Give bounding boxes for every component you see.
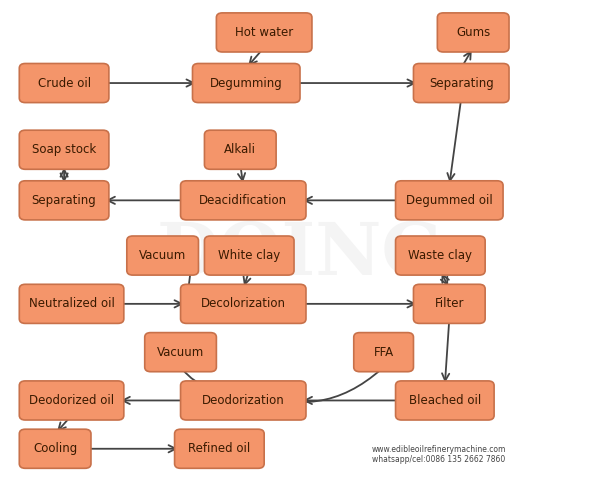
FancyBboxPatch shape <box>217 13 312 52</box>
FancyBboxPatch shape <box>395 381 494 420</box>
FancyBboxPatch shape <box>181 284 306 323</box>
Text: Filter: Filter <box>434 297 464 310</box>
FancyBboxPatch shape <box>395 181 503 220</box>
Text: Refined oil: Refined oil <box>188 442 251 455</box>
FancyBboxPatch shape <box>193 63 300 102</box>
FancyBboxPatch shape <box>145 333 217 372</box>
Text: Vacuum: Vacuum <box>157 346 204 359</box>
Text: Decolorization: Decolorization <box>201 297 286 310</box>
FancyBboxPatch shape <box>19 429 91 468</box>
FancyBboxPatch shape <box>181 381 306 420</box>
Text: Deodorization: Deodorization <box>202 394 284 407</box>
Text: Deacidification: Deacidification <box>199 194 287 207</box>
FancyBboxPatch shape <box>205 130 276 169</box>
Text: Separating: Separating <box>32 194 97 207</box>
FancyBboxPatch shape <box>175 429 264 468</box>
Text: Hot water: Hot water <box>235 26 293 39</box>
Text: www.edibleoilrefinerymachine.com: www.edibleoilrefinerymachine.com <box>371 446 506 454</box>
Text: Bleached oil: Bleached oil <box>409 394 481 407</box>
Text: Cooling: Cooling <box>33 442 77 455</box>
Text: Degumming: Degumming <box>210 77 283 90</box>
Text: Degummed oil: Degummed oil <box>406 194 493 207</box>
FancyBboxPatch shape <box>413 63 509 102</box>
FancyBboxPatch shape <box>127 236 199 275</box>
FancyBboxPatch shape <box>181 181 306 220</box>
FancyBboxPatch shape <box>395 236 485 275</box>
Text: Separating: Separating <box>429 77 494 90</box>
FancyBboxPatch shape <box>413 284 485 323</box>
FancyBboxPatch shape <box>19 63 109 102</box>
FancyBboxPatch shape <box>354 333 413 372</box>
Text: Deodorized oil: Deodorized oil <box>29 394 114 407</box>
FancyBboxPatch shape <box>205 236 294 275</box>
Text: White clay: White clay <box>218 249 280 262</box>
FancyBboxPatch shape <box>437 13 509 52</box>
Text: Crude oil: Crude oil <box>38 77 91 90</box>
Text: DOING: DOING <box>157 219 443 290</box>
FancyBboxPatch shape <box>19 284 124 323</box>
Text: whatsapp/cel:0086 135 2662 7860: whatsapp/cel:0086 135 2662 7860 <box>371 454 505 464</box>
FancyBboxPatch shape <box>19 381 124 420</box>
FancyBboxPatch shape <box>19 181 109 220</box>
Text: Gums: Gums <box>456 26 490 39</box>
Text: Waste clay: Waste clay <box>409 249 472 262</box>
Text: Soap stock: Soap stock <box>32 143 96 156</box>
Text: Alkali: Alkali <box>224 143 256 156</box>
Text: FFA: FFA <box>374 346 394 359</box>
FancyBboxPatch shape <box>19 130 109 169</box>
Text: Vacuum: Vacuum <box>139 249 186 262</box>
Text: Neutralized oil: Neutralized oil <box>29 297 115 310</box>
